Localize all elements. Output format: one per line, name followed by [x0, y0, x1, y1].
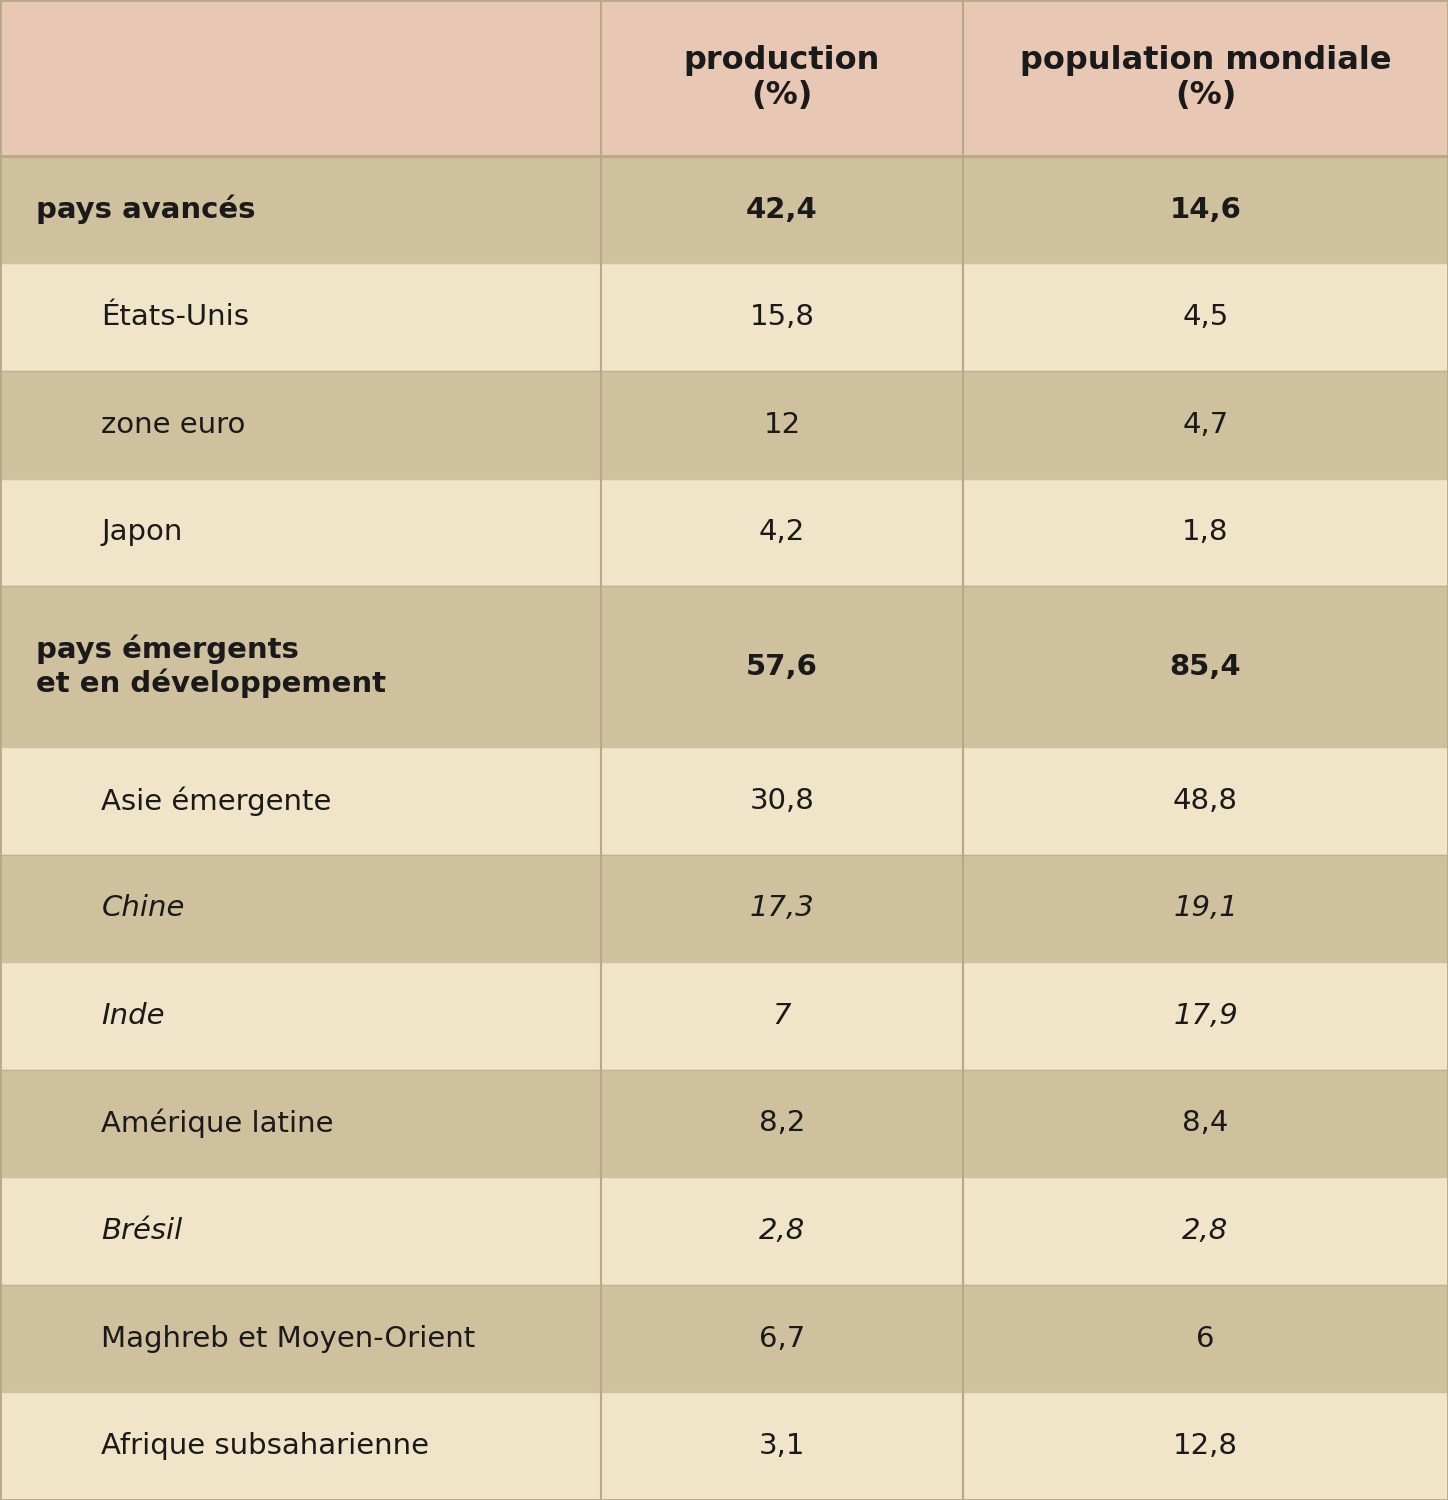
Text: 6,7: 6,7 [759, 1324, 805, 1353]
Bar [0, 1178, 1448, 1286]
Text: pays avancés: pays avancés [36, 195, 256, 225]
Bar [0, 1286, 1448, 1392]
Text: 42,4: 42,4 [746, 195, 818, 223]
Text: 19,1: 19,1 [1173, 894, 1238, 922]
Text: Amérique latine: Amérique latine [101, 1108, 334, 1138]
Text: États-Unis: États-Unis [101, 303, 249, 332]
Text: Afrique subsaharienne: Afrique subsaharienne [101, 1432, 430, 1460]
Text: 1,8: 1,8 [1182, 519, 1229, 546]
Text: 14,6: 14,6 [1170, 195, 1241, 223]
Text: 85,4: 85,4 [1170, 652, 1241, 681]
Text: Japon: Japon [101, 519, 182, 546]
Bar [0, 586, 1448, 747]
Text: 7: 7 [773, 1002, 791, 1031]
Bar [0, 1070, 1448, 1178]
Text: 8,2: 8,2 [759, 1110, 805, 1137]
Text: 4,2: 4,2 [759, 519, 805, 546]
Text: Asie émergente: Asie émergente [101, 786, 332, 816]
Text: Inde: Inde [101, 1002, 165, 1031]
Text: 12,8: 12,8 [1173, 1432, 1238, 1460]
Text: 8,4: 8,4 [1182, 1110, 1229, 1137]
Text: 4,5: 4,5 [1183, 303, 1228, 332]
Text: 3,1: 3,1 [759, 1432, 805, 1460]
Bar [0, 0, 1448, 156]
Bar [0, 264, 1448, 370]
Text: 4,7: 4,7 [1183, 411, 1228, 440]
Text: Chine: Chine [101, 894, 185, 922]
Bar [0, 747, 1448, 855]
Text: Brésil: Brésil [101, 1216, 182, 1245]
Text: production
(%): production (%) [683, 45, 880, 111]
Bar [0, 156, 1448, 264]
Text: 17,3: 17,3 [750, 894, 814, 922]
Text: population mondiale
(%): population mondiale (%) [1019, 45, 1392, 111]
Text: 57,6: 57,6 [746, 652, 818, 681]
Bar [0, 962, 1448, 1070]
Text: 30,8: 30,8 [750, 788, 814, 814]
Text: 17,9: 17,9 [1173, 1002, 1238, 1031]
Bar [0, 855, 1448, 962]
Text: zone euro: zone euro [101, 411, 246, 440]
Text: 15,8: 15,8 [750, 303, 814, 332]
Text: 2,8: 2,8 [759, 1216, 805, 1245]
Text: 12: 12 [763, 411, 801, 440]
Text: pays émergents
et en développement: pays émergents et en développement [36, 634, 387, 699]
Text: 6: 6 [1196, 1324, 1215, 1353]
Text: 2,8: 2,8 [1183, 1216, 1228, 1245]
Bar [0, 478, 1448, 586]
Bar [0, 1392, 1448, 1500]
Text: 48,8: 48,8 [1173, 788, 1238, 814]
Bar [0, 370, 1448, 478]
Text: Maghreb et Moyen-Orient: Maghreb et Moyen-Orient [101, 1324, 475, 1353]
